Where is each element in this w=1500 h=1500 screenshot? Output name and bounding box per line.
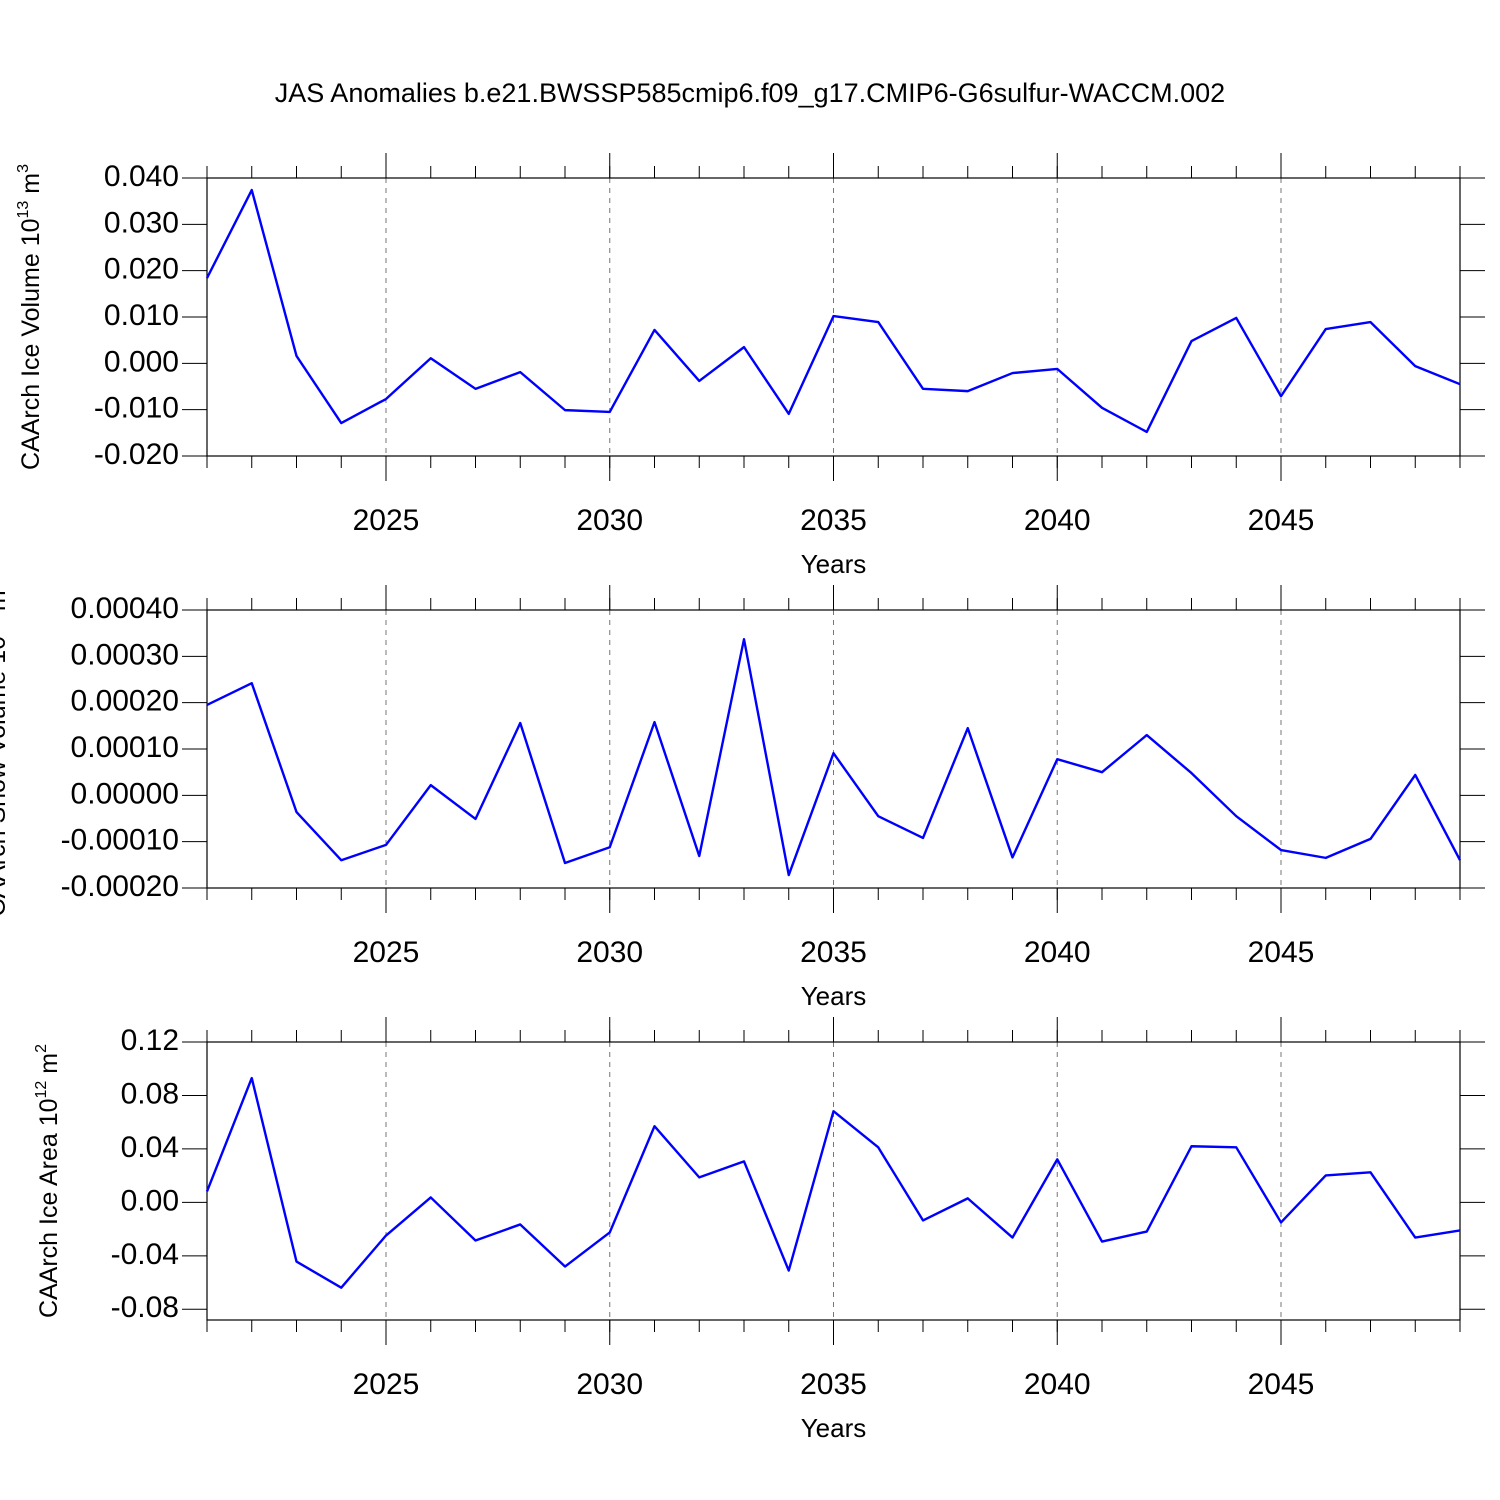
y-tick-label: -0.00010: [61, 824, 179, 857]
y-axis-label-part: CAArch Ice Volume 10: [17, 219, 45, 471]
x-tick-label: 2040: [1024, 936, 1091, 969]
y-tick-label: -0.020: [94, 438, 179, 471]
x-tick-label: 2030: [576, 1368, 643, 1401]
y-tick-label: 0.00040: [71, 592, 179, 625]
x-tick-label: 2045: [1248, 936, 1315, 969]
x-axis-label: Years: [801, 549, 867, 579]
y-axis-label-part: 2: [33, 1044, 50, 1053]
x-tick-label: 2045: [1248, 1368, 1315, 1401]
y-axis-label: CAArch Ice Area 1012 m2: [33, 1044, 63, 1318]
y-tick-label: 0.00020: [71, 685, 179, 718]
y-axis-label-part: 3: [15, 164, 32, 173]
x-tick-label: 2040: [1024, 504, 1091, 537]
x-tick-label: 2025: [353, 936, 420, 969]
x-tick-label: 2025: [353, 1368, 420, 1401]
y-axis-label: CAArch Ice Volume 1013 m3: [15, 164, 45, 470]
data-line: [206, 637, 1462, 877]
x-tick-label: 2030: [576, 936, 643, 969]
data-line: [205, 1076, 1461, 1289]
y-tick-label: 0.00000: [71, 777, 179, 810]
y-tick-label: -0.00020: [61, 870, 179, 903]
y-axis-label-part: 12: [33, 1081, 50, 1099]
y-tick-label: 0.08: [121, 1077, 179, 1110]
y-tick-label: 0.040: [104, 160, 179, 193]
y-tick-label: 0.030: [104, 206, 179, 239]
y-axis-label-part: m: [0, 590, 11, 611]
y-tick-label: 0.00010: [71, 731, 179, 764]
x-tick-label: 2035: [800, 504, 867, 537]
y-tick-label: 0.12: [121, 1024, 179, 1057]
y-tick-label: 0.00: [121, 1184, 179, 1217]
x-tick-label: 2045: [1248, 504, 1315, 537]
y-axis-label-part: 13: [15, 201, 32, 219]
x-axis-label: Years: [801, 1413, 867, 1443]
x-axis-label: Years: [801, 981, 867, 1011]
x-tick-label: 2025: [353, 504, 420, 537]
chart-title: JAS Anomalies b.e21.BWSSP585cmip6.f09_g1…: [275, 78, 1225, 108]
x-tick-label: 2035: [800, 936, 867, 969]
data-line: [205, 188, 1461, 434]
y-tick-label: 0.010: [104, 299, 179, 332]
y-tick-label: 0.020: [104, 253, 179, 286]
x-tick-label: 2035: [800, 1368, 867, 1401]
y-axis-label: CAArch Snow Volume 1013m3: [0, 581, 11, 916]
x-tick-label: 2040: [1024, 1368, 1091, 1401]
y-tick-label: 0.000: [104, 345, 179, 378]
y-axis-label-part: m: [17, 173, 45, 194]
y-tick-label: 0.00030: [71, 638, 179, 671]
y-axis-label-part: CAArch Snow Volume 10: [0, 636, 11, 917]
y-tick-label: 0.04: [121, 1131, 179, 1164]
y-tick-label: -0.010: [94, 392, 179, 425]
y-tick-label: -0.08: [111, 1291, 179, 1324]
x-tick-label: 2030: [576, 504, 643, 537]
y-axis-label-part: CAArch Ice Area 10: [35, 1098, 63, 1318]
y-axis-label-part: m: [35, 1053, 63, 1074]
y-tick-label: -0.04: [111, 1238, 179, 1271]
